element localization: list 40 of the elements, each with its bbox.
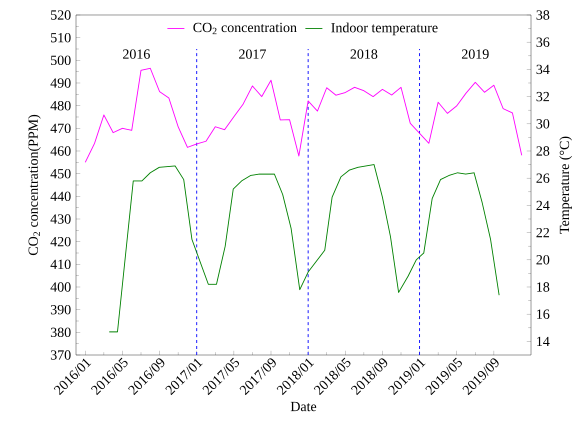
line-series <box>108 164 500 332</box>
annotation: 2017 <box>239 49 266 59</box>
y-tick-label: 490 <box>50 78 71 88</box>
annotation: 2018 <box>350 49 378 59</box>
y2-tick-label: 32 <box>536 92 550 102</box>
y2-tick-label: 36 <box>536 38 550 47</box>
y-tick-label: 440 <box>50 192 71 202</box>
y-tick-label: 520 <box>51 10 71 20</box>
y2-tick-label: 26 <box>536 174 550 183</box>
y-tick-label: 370 <box>50 350 71 360</box>
line-series <box>84 68 522 163</box>
y2-tick-label: 18 <box>537 282 550 292</box>
y-tick-label: 470 <box>50 124 71 134</box>
y2-axis-title: Temperature (°C) <box>559 136 572 234</box>
y-tick-label: 500 <box>51 56 71 66</box>
y2-tick-label: 28 <box>536 146 550 156</box>
y2-tick-label: 16 <box>537 310 550 319</box>
y2-tick-label: 24 <box>536 200 550 210</box>
y-tick-label: 480 <box>50 100 71 110</box>
y-tick-label: 410 <box>50 260 71 270</box>
annotation: 2019 <box>462 49 489 59</box>
y-tick-label: 460 <box>50 146 71 156</box>
y-tick-label: 510 <box>51 32 71 42</box>
y2-tick-label: 30 <box>536 119 550 129</box>
y2-tick-label: 14 <box>537 336 550 346</box>
y2-tick-label: 34 <box>536 64 550 74</box>
annotation: 2016 <box>123 49 150 59</box>
y2-tick-label: 20 <box>536 255 550 265</box>
y-tick-label: 390 <box>50 304 71 314</box>
y2-tick-label: 22 <box>536 228 550 238</box>
y-tick-label: 420 <box>50 236 71 246</box>
y-tick-label: 400 <box>50 282 71 292</box>
x-axis-title: Date <box>290 402 316 412</box>
y-axis-title: CO$_{2}$ concentration(PPM) <box>28 114 41 256</box>
legend-label: CO$_{2}$ concentration <box>193 22 297 34</box>
y2-tick-label: 38 <box>536 10 550 20</box>
y-tick-label: 380 <box>50 328 71 338</box>
y-tick-label: 450 <box>50 168 71 178</box>
legend-label: Indoor temperature <box>331 22 438 36</box>
y-tick-label: 430 <box>50 214 71 224</box>
